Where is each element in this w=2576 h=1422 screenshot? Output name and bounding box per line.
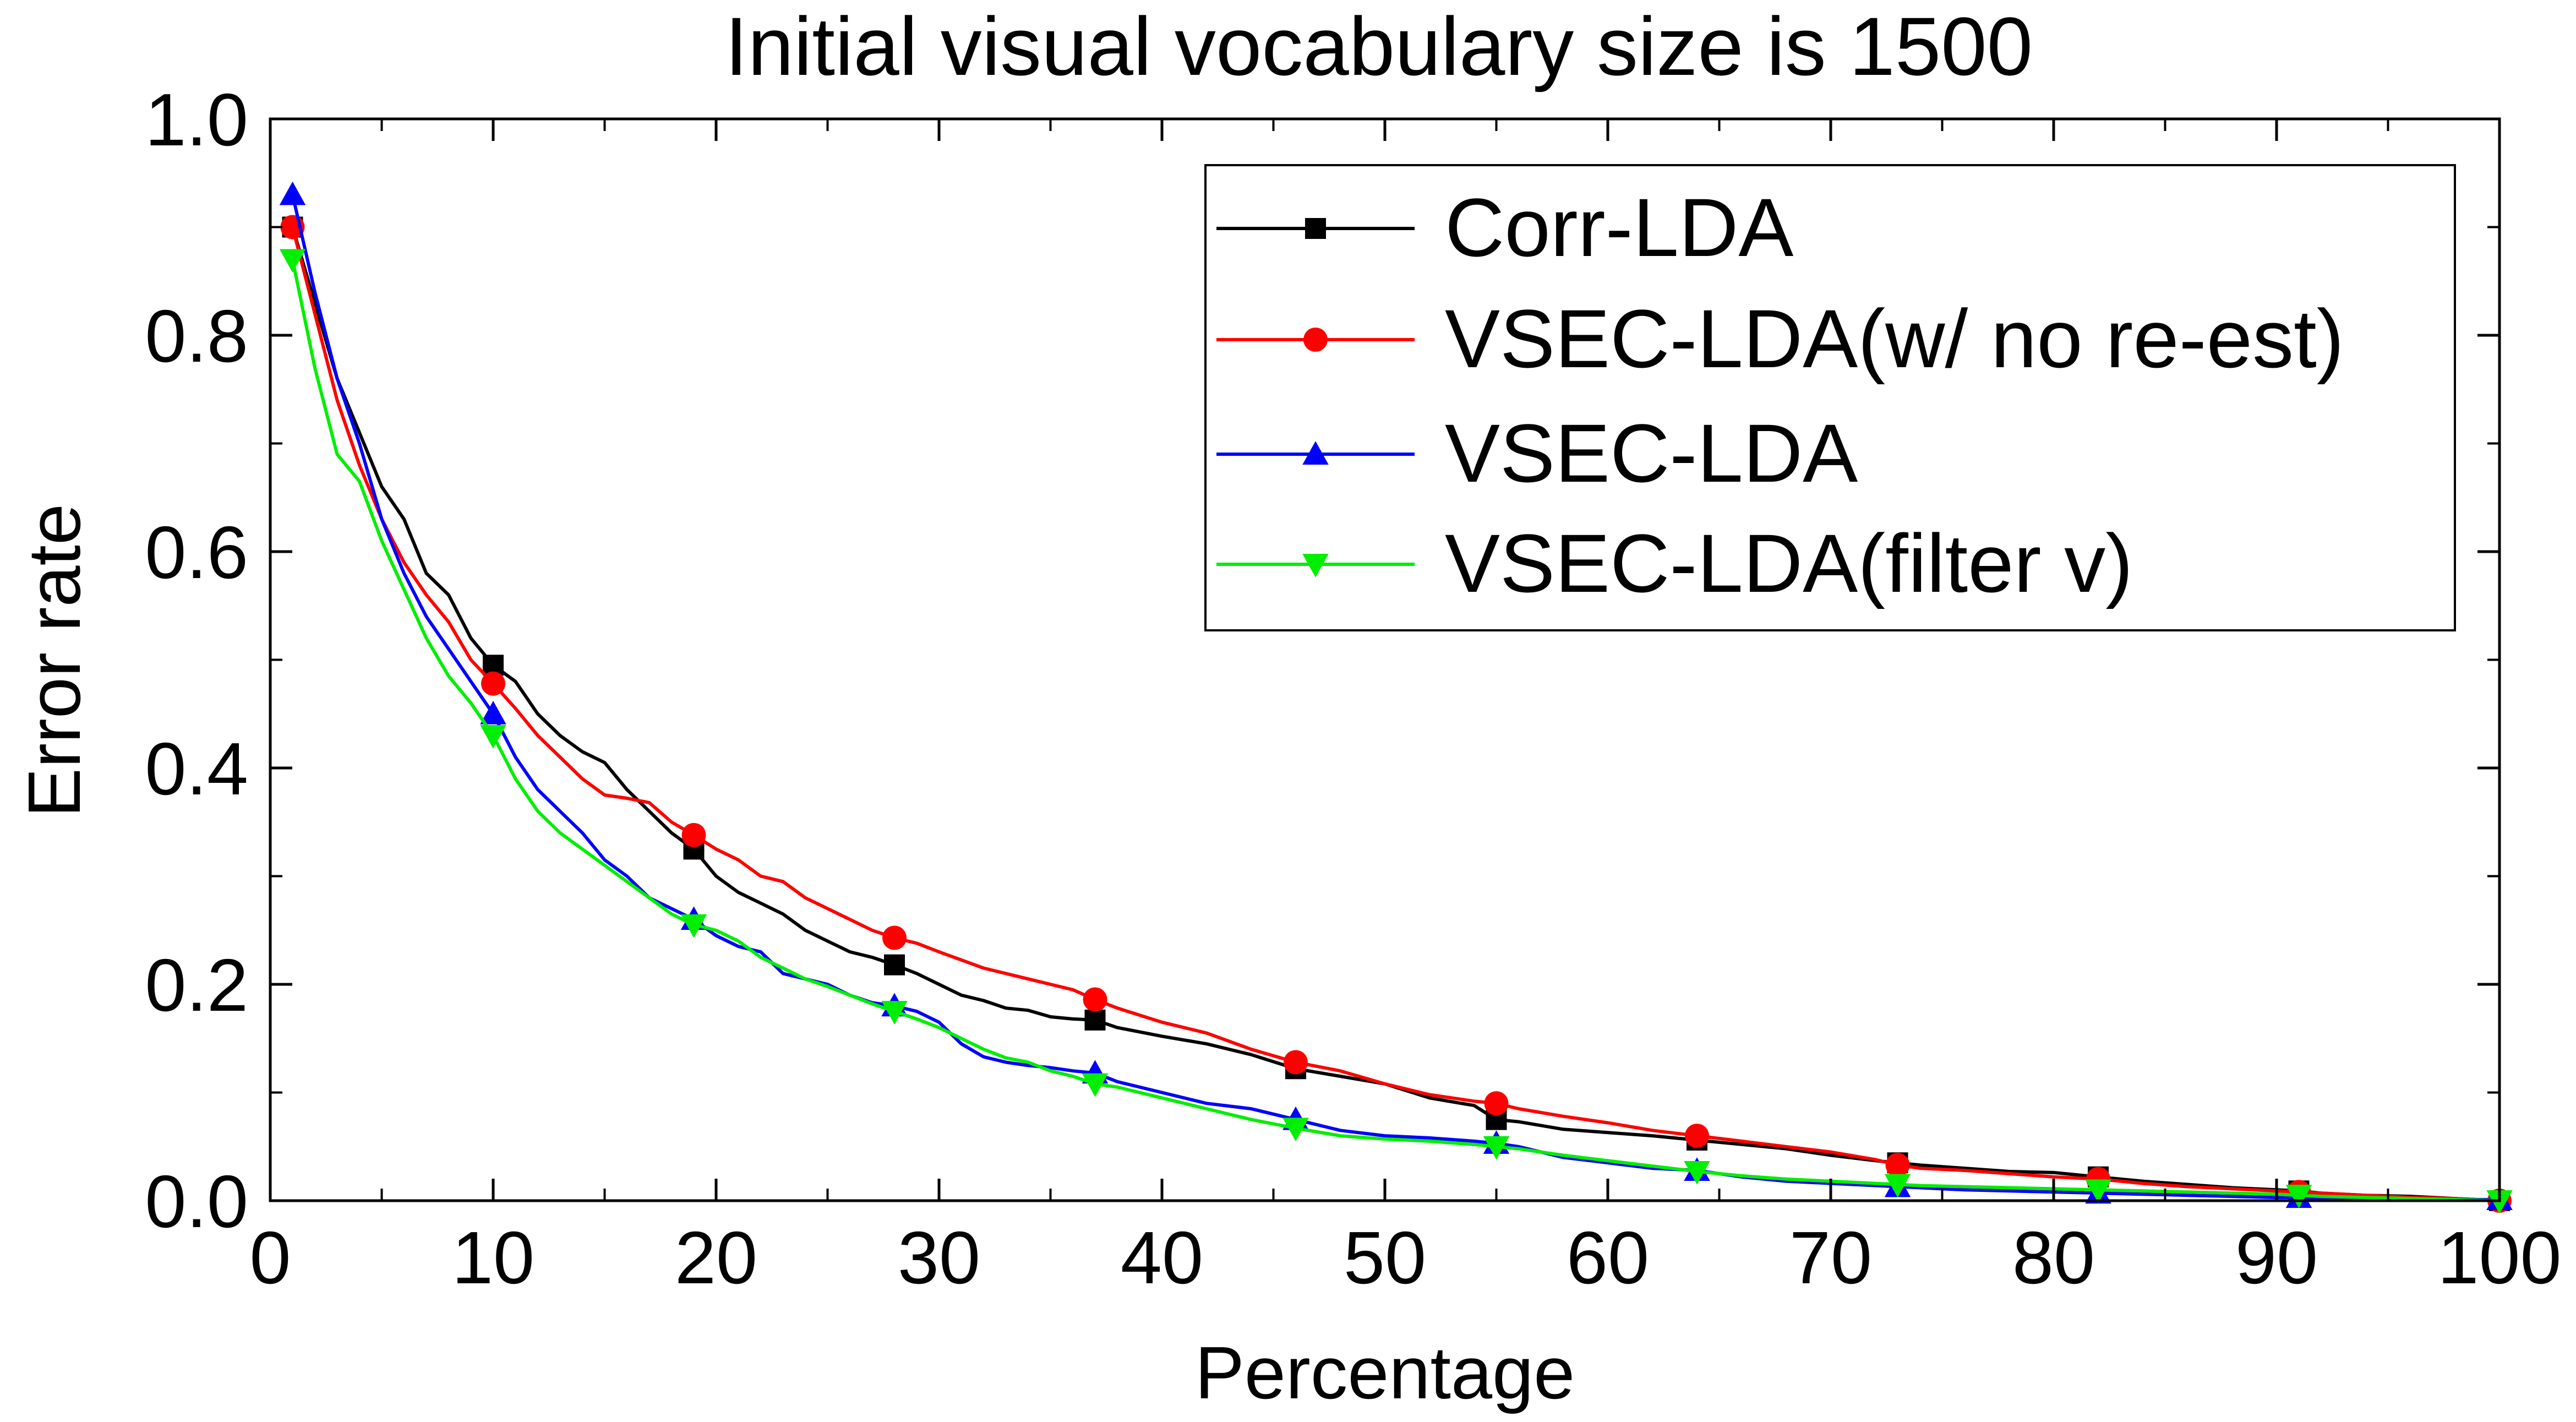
- data-point-vsec-lda-filter-v: [1684, 1161, 1710, 1185]
- data-point-vsec-lda-filter-v: [680, 914, 707, 938]
- legend-marker-vsec-lda-filter-v: [1302, 554, 1329, 577]
- legend-label-vsec-lda-w-no-re-est: VSEC-LDA(w/ no re-est): [1445, 292, 2344, 385]
- data-point-vsec-lda-filter-v: [881, 1001, 908, 1025]
- series-line-vsec-lda-filter-v: [291, 259, 2500, 1202]
- x-tick-label: 40: [1121, 1216, 1203, 1299]
- y-tick-label: 0.4: [145, 727, 248, 810]
- legend-box: [1204, 164, 2456, 631]
- series-layer: [279, 181, 2513, 1214]
- x-tick-label: 30: [898, 1216, 980, 1299]
- data-point-vsec-lda-filter-v: [279, 249, 306, 273]
- data-point-vsec-lda-filter-v: [2085, 1179, 2111, 1203]
- data-point-vsec-lda-filter-v: [1282, 1118, 1309, 1142]
- x-axis-label: Percentage: [1195, 1331, 1575, 1414]
- data-point-vsec-lda-w-no-re-est: [1685, 1124, 1709, 1148]
- y-tick-label: 0.6: [145, 511, 248, 594]
- y-axis: 0.0 0.2 0.4 0.6 0.8 1.0: [145, 78, 2499, 1243]
- legend-marker-vsec-lda-w-no-re-est: [1303, 328, 1328, 352]
- data-point-vsec-lda: [279, 181, 306, 205]
- legend: Corr-LDA VSEC-LDA(w/ no re-est) VSEC-LDA VS…: [1204, 164, 2456, 631]
- x-tick-label: 90: [2235, 1216, 2318, 1299]
- x-tick-label: 80: [2012, 1216, 2095, 1299]
- x-tick-label: 20: [675, 1216, 757, 1299]
- data-point-vsec-lda-w-no-re-est: [1083, 987, 1107, 1012]
- data-point-vsec-lda-w-no-re-est: [1484, 1091, 1509, 1116]
- legend-marker-corr-lda: [1305, 218, 1326, 239]
- data-point-corr-lda: [1084, 1009, 1106, 1031]
- x-tick-label: 10: [452, 1216, 534, 1299]
- x-axis: 0 10 20 30 40 50 60 70 80 90 100: [249, 119, 2562, 1299]
- data-point-vsec-lda-w-no-re-est: [481, 671, 505, 696]
- data-point-vsec-lda-filter-v: [1082, 1073, 1109, 1097]
- legend-label-vsec-lda-filter-v: VSEC-LDA(filter v): [1445, 517, 2133, 609]
- series-vsec-lda-filter-v: [279, 249, 2513, 1214]
- legend-label-vsec-lda: VSEC-LDA: [1445, 407, 1858, 499]
- y-tick-label: 1.0: [145, 78, 248, 161]
- y-tick-label: 0.2: [145, 944, 248, 1027]
- x-tick-label: 50: [1344, 1216, 1426, 1299]
- legend-label-corr-lda: Corr-LDA: [1445, 181, 1793, 274]
- data-point-vsec-lda: [480, 701, 506, 724]
- y-tick-label: 0.0: [145, 1160, 248, 1243]
- data-point-vsec-lda-w-no-re-est: [1284, 1050, 1308, 1075]
- series-line-vsec-lda-w-no-re-est: [291, 226, 2500, 1202]
- x-tick-label: 100: [2437, 1216, 2561, 1299]
- x-tick-label: 70: [1789, 1216, 1872, 1299]
- data-point-vsec-lda-filter-v: [480, 725, 506, 749]
- data-point-vsec-lda-filter-v: [2285, 1185, 2312, 1208]
- series-line-corr-lda: [291, 226, 2500, 1202]
- data-point-corr-lda: [884, 954, 905, 976]
- series-line-vsec-lda: [291, 194, 2499, 1201]
- x-tick-label: 60: [1567, 1216, 1649, 1299]
- data-point-vsec-lda-w-no-re-est: [882, 925, 907, 950]
- y-tick-label: 0.8: [145, 295, 248, 378]
- data-point-vsec-lda-w-no-re-est: [1885, 1153, 1910, 1178]
- chart-title: Initial visual vocabulary size is 1500: [725, 0, 2033, 92]
- data-point-vsec-lda-w-no-re-est: [681, 822, 706, 847]
- data-point-vsec-lda-filter-v: [1884, 1174, 1911, 1198]
- y-axis-label: Error rate: [13, 504, 96, 818]
- x-tick-label: 0: [249, 1216, 291, 1299]
- legend-marker-vsec-lda: [1302, 441, 1329, 465]
- data-point-vsec-lda-filter-v: [1483, 1136, 1510, 1160]
